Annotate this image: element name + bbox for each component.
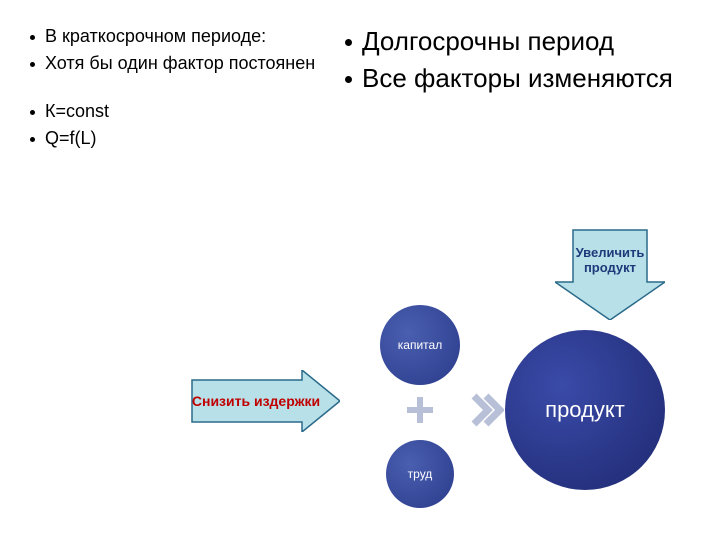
bullet-item: Q=f(L) — [30, 127, 330, 150]
callout-label: Снизить издержки — [192, 393, 338, 409]
bullet-item: В краткосрочном периоде: — [30, 25, 330, 48]
node-label: продукт — [545, 397, 625, 423]
diagram: Увеличить продукт Снизить издержки капит… — [0, 260, 720, 540]
bullet-text: Все факторы изменяются — [362, 62, 673, 95]
callout-label: Увеличить продукт — [555, 246, 665, 294]
bullet-text: В краткосрочном периоде: — [45, 25, 266, 48]
bullet-item: К=const — [30, 100, 330, 123]
bullet-dot — [30, 137, 35, 142]
node-produkt: продукт — [505, 330, 665, 490]
chevron-right-icon — [468, 392, 504, 428]
bullet-item: Хотя бы один фактор постоянен — [30, 52, 330, 75]
node-trud: труд — [386, 440, 454, 508]
bullet-dot — [345, 39, 352, 46]
spacer — [30, 80, 330, 100]
bullet-item: Все факторы изменяются — [345, 62, 675, 95]
plus-icon — [405, 395, 435, 425]
callout-increase-product: Увеличить продукт — [555, 220, 665, 320]
bullet-item: Долгосрочны период — [345, 25, 675, 58]
bullet-dot — [30, 110, 35, 115]
bullet-text: Долгосрочны период — [362, 25, 614, 58]
callout-lower-costs: Снизить издержки — [190, 370, 340, 432]
left-column: В краткосрочном периоде: Хотя бы один фа… — [30, 25, 330, 155]
node-kapital: капитал — [380, 305, 460, 385]
bullet-text: Хотя бы один фактор постоянен — [45, 52, 315, 75]
bullet-dot — [345, 76, 352, 83]
bullet-text: К=const — [45, 100, 109, 123]
bullet-dot — [30, 35, 35, 40]
bullet-dot — [30, 62, 35, 67]
node-label: капитал — [398, 338, 442, 352]
node-label: труд — [408, 467, 433, 481]
bullet-text: Q=f(L) — [45, 127, 97, 150]
right-column: Долгосрочны период Все факторы изменяютс… — [345, 25, 675, 98]
